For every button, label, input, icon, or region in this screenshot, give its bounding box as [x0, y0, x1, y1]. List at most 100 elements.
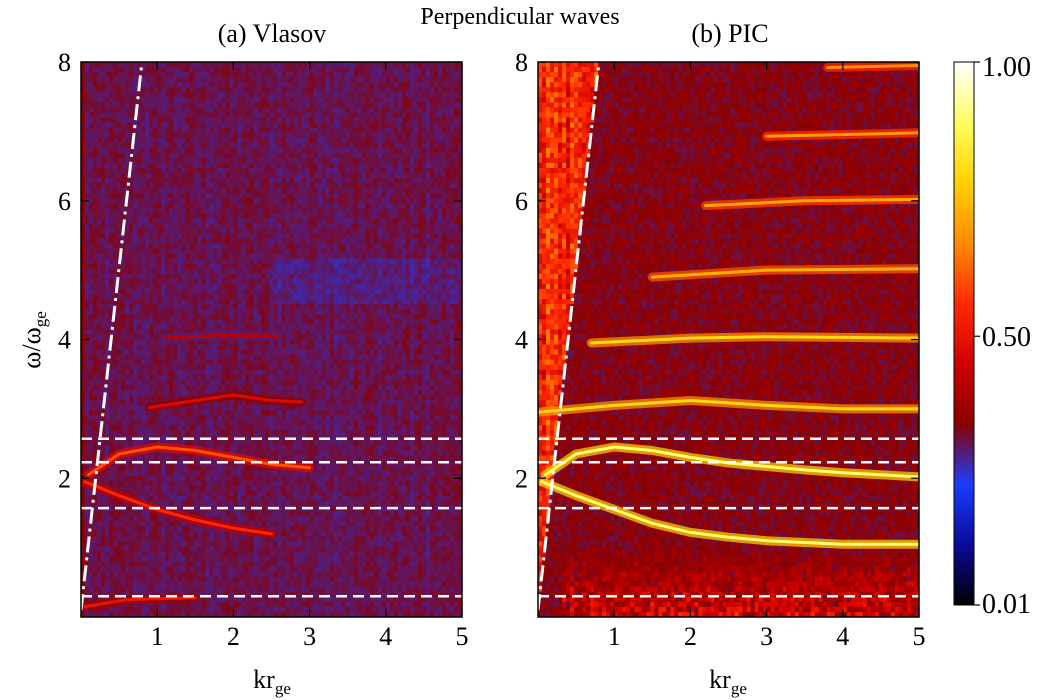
panel-a-heatmap-cell [457, 62, 462, 68]
panel-a-heatmap-cell [281, 62, 286, 68]
panel-a-heatmap-cell [369, 132, 375, 139]
panel-a-heatmap-cell [97, 309, 102, 315]
panel-a-heatmap-cell [81, 122, 86, 128]
panel-a-heatmap-cell [281, 193, 286, 199]
panel-a-heatmap-cell [409, 233, 415, 239]
panel-a-heatmap-cell [365, 132, 371, 139]
panel-a-heatmap-cell [245, 289, 250, 295]
panel-a-heatmap-cell [101, 72, 106, 78]
panel-a-heatmap-cell [453, 263, 459, 270]
panel-a-heatmap-cell [165, 238, 170, 245]
panel-a-heatmap-cell [401, 213, 407, 219]
panel-a-heatmap-cell [117, 294, 122, 300]
panel-a-heatmap-cell [93, 62, 98, 68]
panel-a-heatmap-cell [89, 324, 94, 330]
panel-a-heatmap-cell [417, 233, 423, 239]
panel-a-heatmap-cell [393, 238, 399, 245]
panel-a-heatmap-cell [321, 127, 327, 134]
panel-a-heatmap-cell [453, 299, 459, 305]
panel-a-heatmap-cell [433, 314, 439, 320]
panel-a-heatmap-cell [241, 117, 246, 123]
panel-a-heatmap-cell [217, 117, 222, 123]
panel-a-heatmap-cell [81, 188, 86, 194]
panel-a-heatmap-cell [453, 289, 459, 295]
panel-a-heatmap-cell [409, 314, 415, 320]
panel-a-heatmap-cell [89, 77, 94, 83]
panel-a-heatmap-cell [449, 299, 455, 305]
panel-a-heatmap-cell [221, 62, 226, 68]
panel-a-heatmap-cell [189, 294, 194, 300]
panel-a-heatmap-cell [433, 233, 439, 239]
panel-a-heatmap-cell [89, 304, 94, 310]
panel-a-heatmap-cell [437, 278, 443, 285]
panel-a-heatmap-cell [457, 289, 462, 295]
panel-a-heatmap-cell [289, 304, 294, 310]
panel-a-heatmap-cell [401, 193, 407, 199]
panel-a-heatmap-cell [205, 304, 210, 310]
panel-a-heatmap-cell [185, 294, 190, 300]
panel-a-heatmap-cell [257, 213, 262, 219]
panel-a-heatmap-cell [257, 62, 262, 68]
panel-a-heatmap-cell [285, 248, 290, 255]
panel-a-heatmap-cell [225, 253, 230, 260]
panel-a-heatmap-cell [301, 238, 306, 245]
panel-a-heatmap-cell [449, 92, 455, 98]
panel-a-heatmap-cell [201, 309, 206, 315]
panel-a-heatmap-cell [449, 304, 455, 310]
panel-a-heatmap-cell [85, 304, 90, 310]
panel-a-heatmap-cell [301, 278, 306, 285]
panel-a-heatmap-cell [313, 263, 319, 270]
panel-a-heatmap-cell [161, 263, 166, 270]
panel-a-heatmap-cell [81, 173, 86, 179]
panel-a-heatmap-cell [353, 213, 359, 219]
panel-a-heatmap-cell [377, 203, 383, 209]
panel-a-heatmap-cell [389, 188, 395, 194]
panel-a-heatmap-cell [129, 97, 134, 103]
panel-a-heatmap-cell [137, 137, 142, 144]
panel-a-heatmap-cell [249, 309, 254, 315]
panel-a-heatmap-cell [269, 77, 274, 83]
panel-a-heatmap-cell [269, 294, 274, 300]
panel-a-heatmap-cell [329, 273, 335, 280]
panel-a-heatmap-cell [429, 273, 435, 280]
panel-a-heatmap-cell [401, 253, 407, 260]
panel-a-heatmap-cell [429, 127, 435, 134]
panel-a-heatmap-cell [89, 273, 94, 280]
panel-a-heatmap-cell [209, 188, 214, 194]
panel-a-heatmap-cell [205, 157, 210, 164]
panel-a-heatmap-cell [289, 127, 294, 134]
panel-a-heatmap-cell [125, 147, 130, 154]
panel-a-heatmap-cell [425, 268, 431, 275]
panel-a-heatmap-cell [257, 243, 262, 250]
panel-a-heatmap-cell [425, 218, 431, 224]
panel-a-heatmap-cell [81, 238, 86, 245]
panel-a-heatmap-cell [301, 198, 306, 204]
panel-a-heatmap-cell [101, 67, 106, 73]
panel-a-heatmap-cell [253, 147, 258, 154]
panel-a-heatmap-cell [365, 173, 371, 179]
panel-a-heatmap-cell [385, 162, 391, 169]
panel-a-heatmap-cell [137, 67, 142, 73]
panel-a-heatmap-cell [453, 162, 459, 169]
panel-a-heatmap-cell [217, 193, 222, 199]
panel-a-heatmap-cell [269, 253, 274, 260]
panel-a-heatmap-cell [109, 258, 114, 265]
panel-a-heatmap-cell [161, 62, 166, 68]
panel-a-heatmap-cell [185, 107, 190, 113]
panel-a-heatmap-cell [141, 62, 146, 68]
panel-a-heatmap-cell [349, 152, 355, 159]
panel-a-heatmap-cell [309, 92, 315, 98]
panel-a-heatmap-cell [381, 294, 387, 300]
panel-a-heatmap-cell [161, 188, 166, 194]
panel-a-heatmap-cell [405, 248, 411, 255]
panel-a-heatmap-cell [269, 263, 274, 270]
panel-a-heatmap-cell [369, 289, 375, 295]
panel-a-heatmap-cell [309, 62, 315, 68]
panel-a-heatmap-cell [325, 193, 331, 199]
panel-a-heatmap-cell [417, 183, 423, 189]
panel-a-heatmap-cell [397, 152, 403, 159]
panel-a-heatmap-cell [185, 198, 190, 204]
panel-a-heatmap-cell [357, 238, 363, 245]
panel-a-heatmap-cell [413, 278, 419, 285]
panel-a-heatmap-cell [253, 223, 258, 229]
